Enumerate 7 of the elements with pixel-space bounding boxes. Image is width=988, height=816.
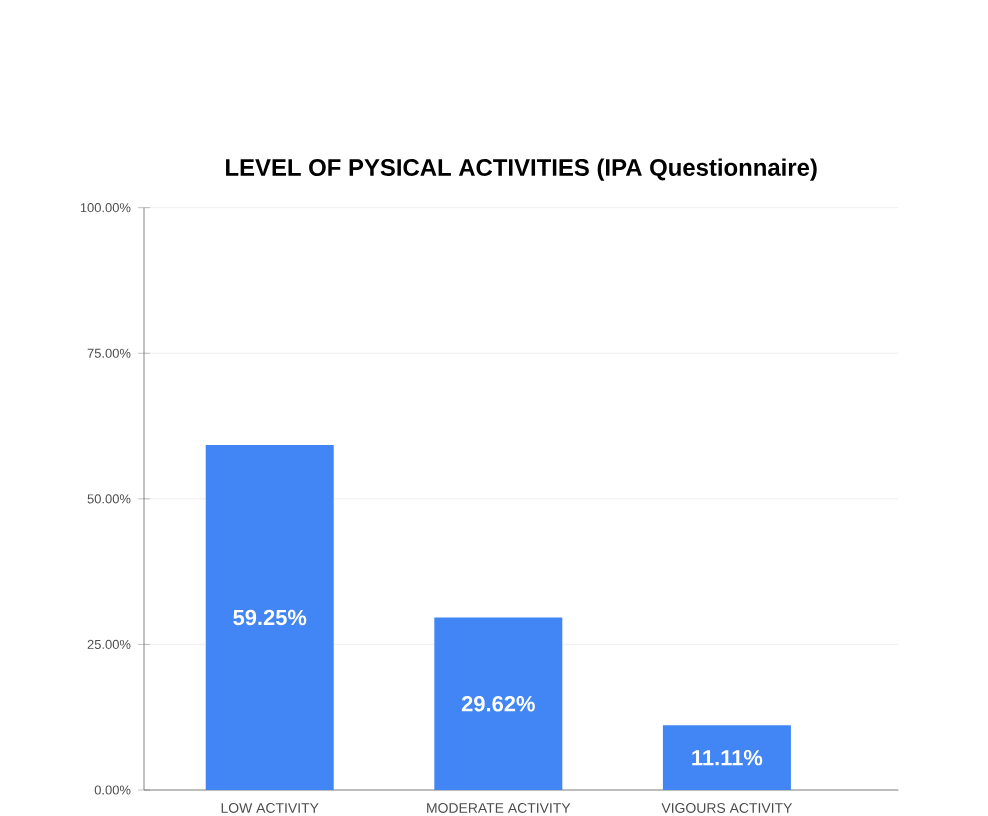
bar: [662, 725, 791, 790]
bar: [434, 617, 563, 790]
bar: [205, 444, 334, 790]
data-label: 29.62%: [461, 696, 535, 712]
data-label: 59.25%: [233, 609, 307, 626]
chart-title: LEVEL OF PYSICAL ACTIVITIES (IPA Questionnaire): [226, 158, 817, 181]
data-label: 11.11%: [692, 749, 763, 766]
